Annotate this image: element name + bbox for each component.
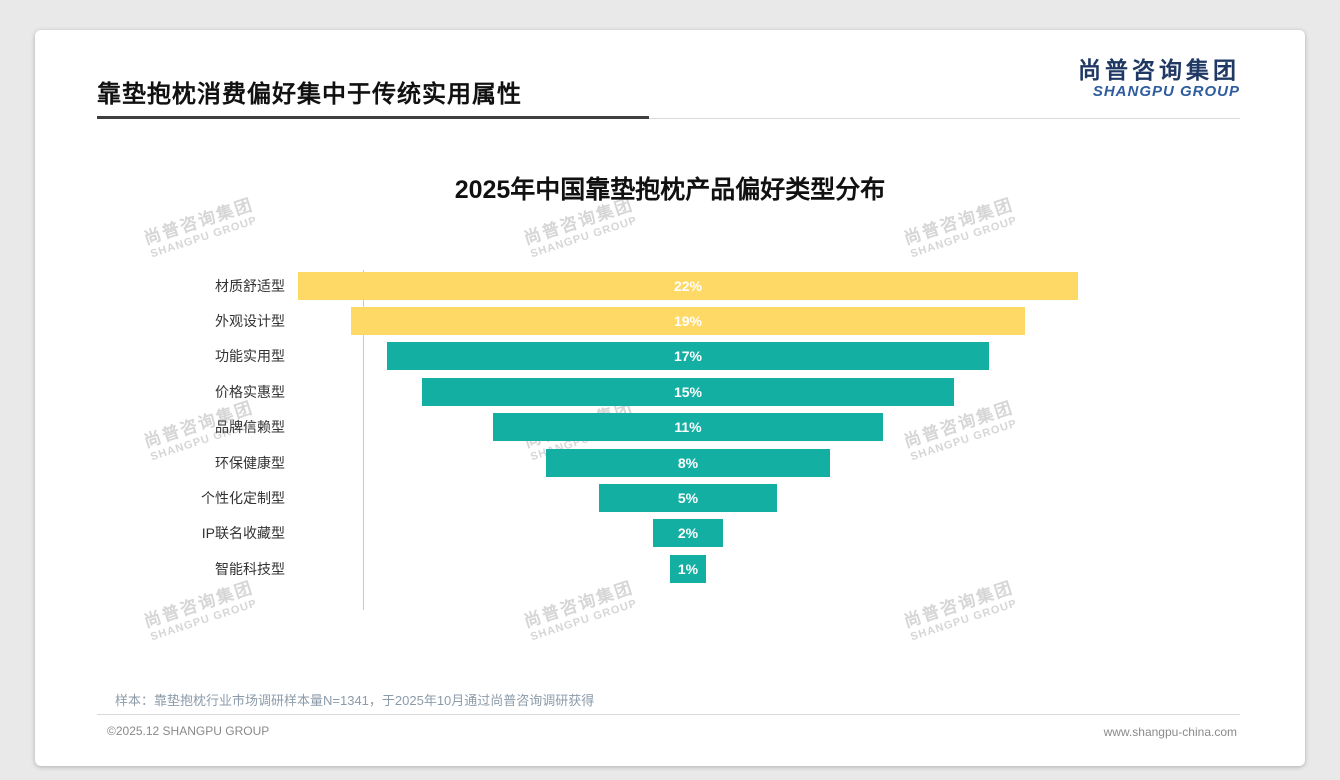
category-label: 材质舒适型 <box>215 277 285 294</box>
value-label: 22% <box>673 277 702 294</box>
value-label: 8% <box>677 454 699 471</box>
bar: 1% <box>670 554 706 583</box>
footer-divider <box>97 714 1240 715</box>
footer-copyright: ©2025.12 SHANGPU GROUP <box>107 724 270 738</box>
value-label: 17% <box>673 348 702 365</box>
bar-track: 22% <box>295 268 1247 303</box>
chart-row: 材质舒适型 22% <box>97 268 1247 303</box>
bar: 19% <box>351 307 1025 336</box>
watermark-line2: SHANGPU GROUP <box>909 597 1019 644</box>
logo-chinese-text: 尚普咨询集团 <box>1078 57 1240 83</box>
bar-track: 5% <box>295 480 1247 515</box>
watermark-line2: SHANGPU GROUP <box>529 214 639 261</box>
bar-track: 1% <box>295 551 1247 586</box>
bar: 22% <box>298 271 1078 300</box>
bar-track: 11% <box>295 410 1247 445</box>
watermark-line2: SHANGPU GROUP <box>149 597 259 644</box>
chart-row: 品牌信赖型 11% <box>97 410 1247 445</box>
sample-note: 样本：靠垫抱枕行业市场调研样本量N=1341，于2025年10月通过尚普咨询调研… <box>115 693 595 708</box>
value-label: 19% <box>673 313 702 330</box>
funnel-bar-chart: 材质舒适型 22% 外观设计型 19% 功能实用型 17% 价格实惠型 15% 品牌信赖型 11%… <box>97 268 1247 587</box>
chart-row: IP联名收藏型 2% <box>97 516 1247 551</box>
header-divider-light <box>97 118 1240 119</box>
category-label: IP联名收藏型 <box>201 525 285 542</box>
category-label: 智能科技型 <box>215 560 285 577</box>
bar-track: 15% <box>295 374 1247 409</box>
category-label: 环保健康型 <box>215 454 285 471</box>
category-label: 个性化定制型 <box>201 490 285 507</box>
logo-english-text: SHANGPU GROUP <box>1092 83 1240 101</box>
chart-title: 2025年中国靠垫抱枕产品偏好类型分布 <box>454 176 886 204</box>
category-label: 外观设计型 <box>215 313 285 330</box>
watermark-line2: SHANGPU GROUP <box>909 214 1019 261</box>
value-label: 1% <box>677 560 699 577</box>
bar: 8% <box>546 448 830 477</box>
bar-track: 2% <box>295 516 1247 551</box>
chart-row: 外观设计型 19% <box>97 303 1247 338</box>
category-label: 品牌信赖型 <box>215 419 285 436</box>
bar-track: 19% <box>295 303 1247 338</box>
category-label: 价格实惠型 <box>215 383 285 400</box>
bar-track: 17% <box>295 339 1247 374</box>
chart-row: 智能科技型 1% <box>97 551 1247 586</box>
value-label: 15% <box>673 383 703 400</box>
watermark-line2: SHANGPU GROUP <box>529 597 639 644</box>
chart-axis-line <box>363 270 364 610</box>
watermark-line2: SHANGPU GROUP <box>149 214 259 261</box>
bar: 2% <box>652 519 724 548</box>
chart-row: 个性化定制型 5% <box>97 480 1247 515</box>
value-label: 5% <box>677 490 699 507</box>
bar: 17% <box>386 342 990 371</box>
bar: 11% <box>493 413 883 442</box>
value-label: 11% <box>674 419 702 436</box>
chart-row: 功能实用型 17% <box>97 339 1247 374</box>
header-divider-dark <box>97 116 649 119</box>
chart-row: 环保健康型 8% <box>97 445 1247 480</box>
company-logo: 尚普咨询集团 SHANGPU GROUP <box>1078 57 1240 101</box>
page-title: 靠垫抱枕消费偏好集中于传统实用属性 <box>97 81 522 108</box>
slide-card: 尚普咨询集团 SHANGPU GROUP 尚普咨询集团 SHANGPU GROUP 尚普… <box>35 30 1305 766</box>
chart-row: 价格实惠型 15% <box>97 374 1247 409</box>
value-label: 2% <box>677 525 699 542</box>
footer-website: www.shangpu-china.com <box>1103 725 1237 739</box>
bar-track: 8% <box>295 445 1247 480</box>
category-label: 功能实用型 <box>215 348 285 365</box>
bar: 15% <box>422 377 954 406</box>
bar: 5% <box>599 484 777 513</box>
